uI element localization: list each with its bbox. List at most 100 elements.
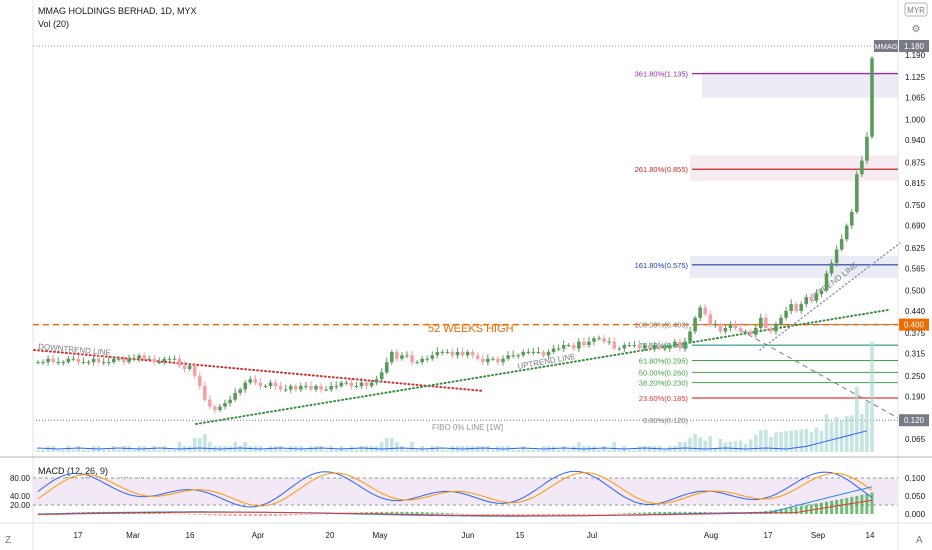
volume-bar	[71, 450, 76, 452]
volume-bar	[334, 450, 339, 452]
macd-histogram-bar	[162, 513, 166, 514]
candle	[491, 358, 495, 360]
volume-bar	[56, 450, 61, 452]
chart-title: MMAG HOLDINGS BERHAD, 1D, MYX	[38, 6, 197, 16]
macd-histogram-bar	[365, 512, 369, 514]
candle	[197, 375, 202, 387]
macd-histogram-bar	[294, 514, 298, 516]
candle	[546, 351, 551, 356]
macd-histogram-bar	[501, 514, 505, 516]
macd-histogram-bar	[531, 514, 535, 517]
volume-bar	[511, 450, 515, 452]
y-tick-label: 0.440	[905, 307, 926, 316]
candle	[208, 399, 212, 407]
candle	[450, 351, 455, 356]
macd-histogram-bar	[198, 514, 202, 515]
macd-histogram-bar	[632, 512, 636, 514]
volume-bar	[364, 446, 369, 452]
auto-a-button[interactable]: A	[916, 535, 923, 546]
fibo-0-label: FIBO 0% LINE [1W]	[432, 423, 503, 432]
candle	[693, 317, 697, 332]
volume-bar	[662, 450, 667, 452]
candle	[612, 341, 617, 349]
volume-bar	[435, 446, 440, 452]
volume-bar	[784, 431, 788, 452]
x-tick-label: 14	[866, 531, 875, 540]
volume-bar	[829, 421, 834, 452]
volume-bar	[132, 450, 136, 452]
volume-bar	[425, 450, 429, 452]
candle	[516, 355, 520, 357]
macd-histogram-bar	[370, 512, 374, 514]
candle	[187, 365, 192, 369]
candle	[157, 362, 162, 364]
volume-bar	[354, 450, 359, 452]
y-tick-label: 0.750	[905, 201, 926, 210]
macd-histogram-bar	[385, 511, 389, 514]
macd-histogram-bar	[289, 514, 293, 516]
volume-bar	[759, 430, 763, 452]
macd-line	[37, 486, 873, 517]
candle	[496, 358, 500, 363]
volume-bar	[41, 450, 45, 452]
volume-bar	[324, 450, 328, 452]
volume-bar	[844, 416, 849, 452]
stoch-d-line	[37, 472, 873, 507]
candle	[299, 386, 303, 390]
candle	[668, 345, 672, 349]
candle	[804, 297, 809, 305]
candle	[314, 386, 318, 390]
candle	[142, 355, 146, 359]
candle	[642, 345, 647, 349]
volume-bar	[607, 450, 611, 452]
macd-histogram-bar	[643, 512, 647, 514]
volume-ma-line	[37, 430, 868, 450]
volume-bar	[698, 437, 702, 452]
candle	[167, 358, 172, 360]
macd-histogram-bar	[248, 514, 252, 517]
macd-histogram-bar	[511, 514, 515, 516]
macd-histogram-bar	[395, 511, 399, 514]
x-tick-label: 20	[326, 531, 335, 540]
fib-label: 38.20%(0.230)	[639, 379, 689, 388]
candle	[66, 358, 71, 363]
candle	[582, 341, 586, 346]
volume-bar	[101, 450, 106, 452]
volume-bar	[81, 450, 86, 452]
x-tick-label: 17	[74, 531, 83, 540]
candle	[243, 382, 248, 390]
candle	[617, 348, 622, 350]
volume-bar	[839, 420, 844, 452]
macd-histogram-bar	[440, 512, 444, 514]
macd-histogram-bar	[663, 511, 667, 514]
candle	[41, 362, 45, 364]
volume-bar	[678, 442, 682, 452]
macd-histogram-bar	[840, 498, 844, 514]
volume-bar	[197, 438, 202, 452]
macd-histogram-bar	[238, 514, 242, 517]
macd-tick-label: 0.000	[905, 510, 926, 519]
macd-histogram-bar	[420, 512, 424, 514]
candle	[809, 297, 814, 301]
candle	[223, 403, 227, 407]
macd-histogram-bar	[678, 511, 682, 514]
macd-histogram-bar	[789, 507, 793, 514]
fib-zone-161	[690, 255, 898, 278]
zoom-z-button[interactable]: Z	[5, 535, 12, 546]
volume-bar	[177, 442, 182, 452]
macd-histogram-bar	[617, 513, 621, 515]
candle	[213, 406, 217, 410]
fib-label: 61.80%(0.295)	[639, 356, 689, 365]
y-tick-label: 0.065	[905, 435, 926, 444]
macd-histogram-bar	[582, 514, 586, 516]
volume-bar	[152, 446, 157, 452]
macd-histogram-bar	[481, 514, 485, 515]
candle	[460, 351, 465, 356]
candle	[233, 392, 237, 400]
candle	[273, 382, 278, 387]
candle	[258, 382, 263, 387]
candle	[748, 331, 753, 335]
y-tick-label: 0.500	[905, 286, 926, 295]
